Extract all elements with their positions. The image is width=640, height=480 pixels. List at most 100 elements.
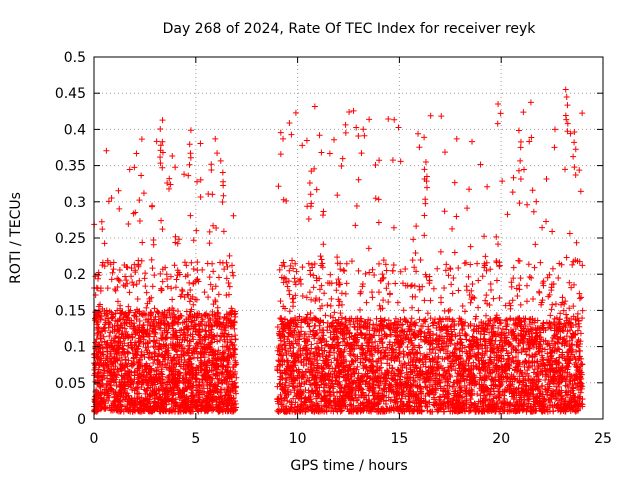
data-point [149, 202, 156, 209]
data-point [299, 142, 306, 149]
data-point [549, 301, 556, 308]
data-point [159, 226, 166, 233]
data-point [576, 295, 583, 302]
data-point [219, 343, 226, 350]
data-point [93, 284, 100, 291]
data-point [105, 198, 112, 205]
data-point [389, 157, 396, 164]
data-point [159, 164, 166, 171]
data-point [110, 266, 117, 273]
data-point [210, 222, 217, 229]
data-point [360, 126, 367, 133]
data-point [503, 316, 510, 323]
data-point [416, 283, 423, 290]
data-point [151, 338, 158, 345]
data-point [226, 252, 233, 259]
data-point [190, 237, 197, 244]
data-point [532, 241, 539, 248]
data-point [166, 185, 173, 192]
data-point [566, 230, 573, 237]
data-point [106, 333, 113, 340]
data-point [517, 301, 524, 308]
data-point [421, 134, 428, 141]
data-point [141, 275, 148, 282]
data-point [132, 385, 139, 392]
data-point [143, 289, 150, 296]
data-point [510, 174, 517, 181]
data-point [116, 205, 123, 212]
data-point [324, 302, 331, 309]
data-point [181, 329, 188, 336]
data-point [551, 144, 558, 151]
data-point [230, 272, 237, 279]
data-point [355, 176, 362, 183]
data-point [497, 110, 504, 117]
data-point [466, 337, 473, 344]
data-point [116, 277, 123, 284]
data-point [579, 110, 586, 117]
data-point [212, 135, 219, 142]
data-point [143, 304, 150, 311]
data-point [455, 287, 462, 294]
data-point [209, 285, 216, 292]
data-point [466, 186, 473, 193]
data-point [206, 240, 213, 247]
data-point [99, 226, 106, 233]
data-point [318, 149, 325, 156]
data-point [536, 289, 543, 296]
data-point [169, 153, 176, 160]
data-point [493, 233, 500, 240]
data-point [409, 257, 416, 264]
data-point [214, 150, 221, 157]
data-point [151, 305, 158, 312]
data-point [145, 354, 152, 361]
data-point [413, 223, 420, 230]
data-point [469, 281, 476, 288]
data-point [181, 171, 188, 178]
data-point [172, 164, 179, 171]
data-point [135, 257, 142, 264]
data-point [225, 291, 232, 298]
data-point [376, 157, 383, 164]
data-point [114, 275, 121, 282]
data-point [122, 273, 129, 280]
data-point [133, 150, 140, 157]
data-point [548, 306, 555, 313]
data-point [288, 131, 295, 138]
data-point [159, 278, 166, 285]
data-point [209, 191, 216, 198]
data-point [232, 332, 239, 339]
data-point [539, 224, 546, 231]
data-point [385, 298, 392, 305]
data-point [408, 315, 415, 322]
data-point [543, 218, 550, 225]
data-point [205, 294, 212, 301]
data-point [311, 103, 318, 110]
data-point [216, 337, 223, 344]
data-point [362, 270, 369, 277]
data-point [499, 178, 506, 185]
data-point [447, 306, 454, 313]
data-point [380, 297, 387, 304]
data-point [375, 196, 382, 203]
data-point [98, 218, 105, 225]
data-point [115, 187, 122, 194]
data-point [474, 260, 481, 267]
data-point [277, 151, 284, 158]
data-point [549, 265, 556, 272]
data-point [356, 306, 363, 313]
data-point [573, 239, 580, 246]
data-point [303, 137, 310, 144]
data-point [528, 274, 535, 281]
data-point [525, 261, 532, 268]
data-point [575, 318, 582, 325]
data-point [438, 294, 444, 301]
data-point [166, 175, 173, 182]
data-point [208, 161, 215, 168]
data-point [220, 228, 227, 235]
data-point [289, 257, 296, 264]
data-point [547, 312, 554, 319]
data-point [142, 283, 149, 290]
data-point [504, 211, 511, 218]
